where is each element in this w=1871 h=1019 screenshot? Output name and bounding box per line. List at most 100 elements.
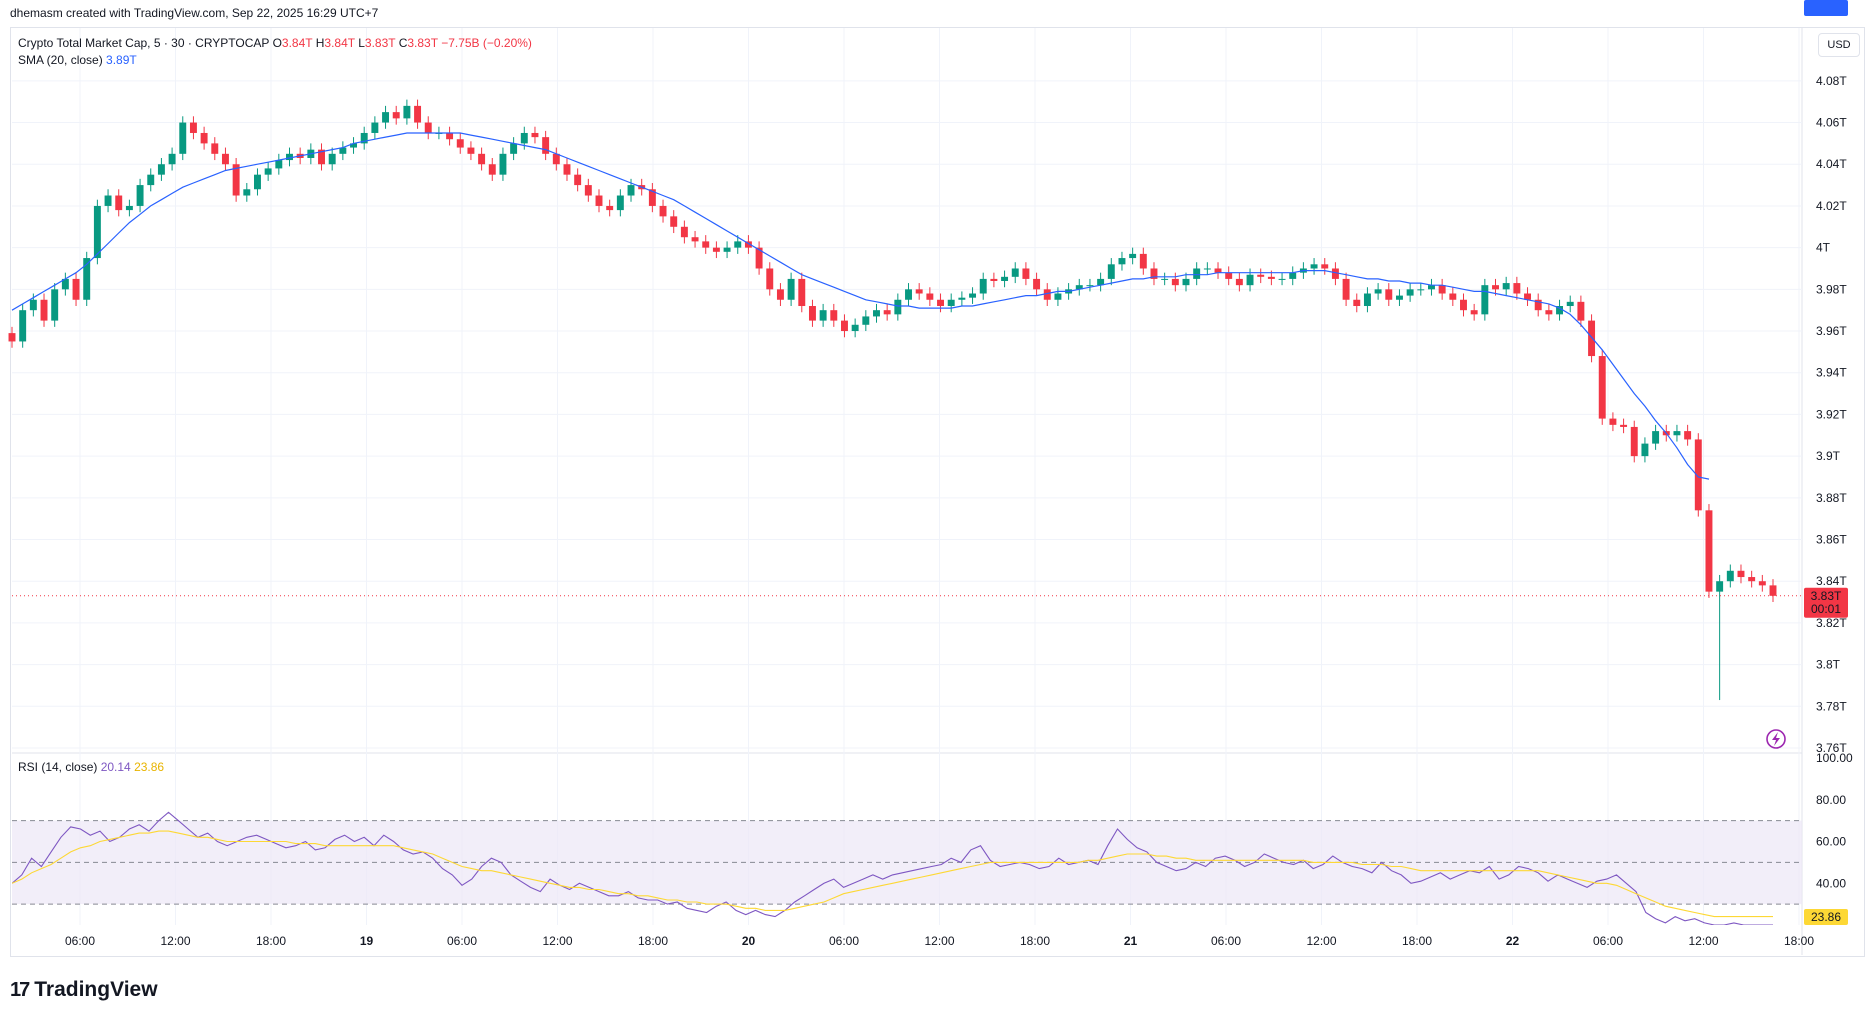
candle-down[interactable] <box>1257 274 1265 277</box>
candle-down[interactable] <box>424 122 432 133</box>
candle-down[interactable] <box>318 149 325 165</box>
candle-down[interactable] <box>478 153 486 165</box>
candle-down[interactable] <box>1321 264 1329 269</box>
candle-up[interactable] <box>339 147 347 154</box>
candle-down[interactable] <box>1235 278 1243 286</box>
candle-up[interactable] <box>510 143 518 154</box>
candle-up[interactable] <box>1726 570 1734 582</box>
tradingview-logo[interactable]: 17 TradingView <box>10 978 158 1002</box>
candle-up[interactable] <box>136 185 144 206</box>
candle-up[interactable] <box>93 205 101 259</box>
candle-up[interactable] <box>328 153 336 165</box>
candle-down[interactable] <box>670 216 678 227</box>
candle-up[interactable] <box>264 168 272 175</box>
candle-down[interactable] <box>488 164 496 175</box>
candle-down[interactable] <box>467 147 475 154</box>
candle-down[interactable] <box>456 139 464 148</box>
candle-up[interactable] <box>147 174 155 186</box>
candle-down[interactable] <box>680 226 688 238</box>
candle-up[interactable] <box>1278 278 1286 280</box>
candle-up[interactable] <box>1075 285 1083 290</box>
candle-up[interactable] <box>125 205 133 211</box>
candle-down[interactable] <box>1577 301 1585 321</box>
candle-down[interactable] <box>584 185 592 196</box>
candle-up[interactable] <box>61 278 69 290</box>
candle-up[interactable] <box>1182 278 1190 286</box>
candle-up[interactable] <box>1481 285 1489 315</box>
candle-down[interactable] <box>1438 285 1446 294</box>
candle-up[interactable] <box>360 132 368 144</box>
currency-button[interactable]: USD <box>1818 33 1860 57</box>
candle-up[interactable] <box>1566 301 1574 307</box>
candle-down[interactable] <box>1769 585 1777 596</box>
candle-down[interactable] <box>1150 268 1158 279</box>
rsi-line[interactable] <box>12 811 1773 925</box>
candle-down[interactable] <box>659 205 667 217</box>
candle-up[interactable] <box>499 153 507 175</box>
candle-down[interactable] <box>1492 285 1499 290</box>
candle-down[interactable] <box>883 310 891 315</box>
candle-up[interactable] <box>787 278 795 300</box>
candle-down[interactable] <box>1342 278 1350 300</box>
candle-up[interactable] <box>104 195 112 206</box>
candle-up[interactable] <box>1289 272 1297 279</box>
candle-down[interactable] <box>563 164 571 175</box>
candle-down[interactable] <box>542 137 550 154</box>
candle-down[interactable] <box>574 174 582 186</box>
candle-down[interactable] <box>200 132 208 144</box>
candle-down[interactable] <box>552 153 560 165</box>
candle-up[interactable] <box>254 174 261 190</box>
candle-down[interactable] <box>115 195 123 211</box>
candle-down[interactable] <box>221 153 229 165</box>
candle-down[interactable] <box>937 299 944 307</box>
sma-legend-label[interactable]: SMA (20, close) <box>18 53 103 67</box>
candle-down[interactable] <box>1705 510 1713 592</box>
candle-up[interactable] <box>627 185 635 196</box>
candle-down[interactable] <box>595 195 603 206</box>
candle-down[interactable] <box>1331 268 1339 279</box>
candle-up[interactable] <box>29 299 37 311</box>
candle-down[interactable] <box>1748 577 1756 582</box>
candle-down[interactable] <box>798 278 806 307</box>
candle-up[interactable] <box>1641 443 1649 457</box>
candle-up[interactable] <box>371 122 379 133</box>
candle-up[interactable] <box>1161 278 1169 280</box>
candle-down[interactable] <box>1033 278 1041 290</box>
candle-down[interactable] <box>1598 356 1606 419</box>
rsi-value-badge[interactable] <box>1804 908 1848 925</box>
symbol-title[interactable]: Crypto Total Market Cap, 5 · 30 · CRYPTO… <box>18 36 270 50</box>
candle-up[interactable] <box>168 153 176 165</box>
candle-up[interactable] <box>1363 293 1371 307</box>
candle-up[interactable] <box>1673 431 1681 436</box>
candle-down[interactable] <box>1758 581 1766 586</box>
candle-up[interactable] <box>819 310 827 321</box>
candle-up[interactable] <box>1374 289 1382 294</box>
candle-up[interactable] <box>286 153 293 161</box>
rsi-ma-line[interactable] <box>12 830 1773 918</box>
candle-up[interactable] <box>1086 285 1094 287</box>
candle-up[interactable] <box>19 310 27 342</box>
candle-up[interactable] <box>1011 268 1019 277</box>
candle-up[interactable] <box>734 241 742 248</box>
candle-up[interactable] <box>83 258 91 300</box>
candle-up[interactable] <box>1097 278 1105 286</box>
candle-up[interactable] <box>1652 431 1660 444</box>
candle-down[interactable] <box>1171 278 1179 286</box>
candle-down[interactable] <box>712 247 720 252</box>
candle-up[interactable] <box>905 289 912 300</box>
candle-down[interactable] <box>1534 299 1542 311</box>
candle-down[interactable] <box>1449 293 1457 300</box>
candle-down[interactable] <box>606 205 614 211</box>
candle-up[interactable] <box>1193 268 1201 279</box>
candle-down[interactable] <box>1460 299 1467 311</box>
candle-down[interactable] <box>1022 268 1030 279</box>
candle-down[interactable] <box>446 132 454 140</box>
candle-up[interactable] <box>1556 306 1564 315</box>
candle-down[interactable] <box>1545 310 1553 315</box>
candle-down[interactable] <box>702 241 710 248</box>
candle-up[interactable] <box>350 143 357 148</box>
candle-down[interactable] <box>915 289 923 294</box>
candle-up[interactable] <box>1417 289 1425 291</box>
candle-down[interactable] <box>392 112 400 119</box>
candle-up[interactable] <box>1395 295 1403 300</box>
